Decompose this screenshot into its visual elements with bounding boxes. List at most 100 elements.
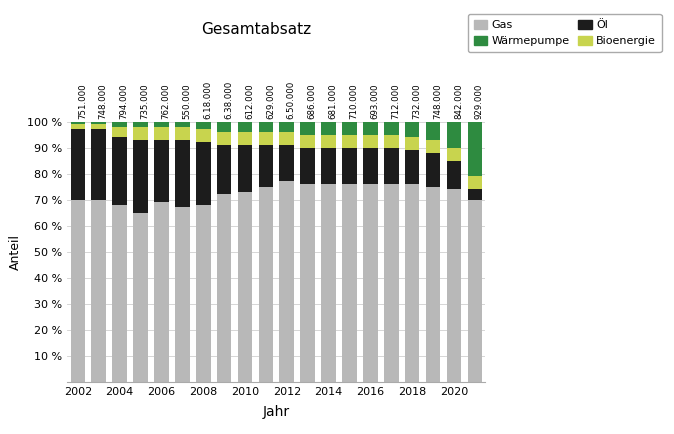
Text: 735.000: 735.000 (140, 83, 150, 119)
Bar (154, 202, 168, 382)
Bar (154, 127, 168, 140)
Legend: Gas, Wärmepumpe, Öl, Bioenergie: Gas, Wärmepumpe, Öl, Bioenergie (468, 14, 662, 52)
Bar (384, 184, 398, 382)
Bar (238, 122, 252, 132)
Bar (133, 140, 148, 213)
Bar (71, 200, 85, 382)
Bar (133, 127, 148, 140)
Bar (217, 122, 231, 132)
Bar (301, 148, 315, 184)
Bar (196, 205, 210, 382)
Bar (175, 127, 189, 140)
Text: 612.000: 612.000 (245, 83, 254, 119)
Bar (71, 122, 85, 124)
Text: 748.000: 748.000 (99, 83, 108, 119)
Text: 748.000: 748.000 (433, 83, 442, 119)
Bar (280, 145, 294, 181)
Bar (405, 184, 419, 382)
Bar (426, 122, 440, 140)
Bar (133, 122, 148, 127)
Bar (259, 187, 273, 382)
Text: 794.000: 794.000 (120, 83, 129, 119)
Bar (113, 137, 127, 205)
Bar (196, 129, 210, 142)
Bar (342, 184, 357, 382)
Bar (342, 135, 357, 148)
Text: 751.000: 751.000 (78, 83, 87, 119)
Bar (238, 132, 252, 145)
Bar (259, 122, 273, 132)
Text: 550.000: 550.000 (182, 83, 191, 119)
Text: 712.000: 712.000 (392, 83, 400, 119)
Bar (384, 122, 398, 135)
Bar (71, 124, 85, 129)
Bar (468, 200, 482, 382)
Bar (426, 187, 440, 382)
Bar (426, 153, 440, 187)
Bar (217, 194, 231, 382)
Bar (468, 189, 482, 200)
Bar (92, 129, 106, 200)
Bar (363, 148, 377, 184)
Bar (238, 192, 252, 382)
Bar (196, 122, 210, 129)
Bar (154, 122, 168, 127)
Bar (175, 207, 189, 382)
Bar (321, 184, 336, 382)
Bar (363, 135, 377, 148)
Text: 842.000: 842.000 (454, 83, 463, 119)
Bar (71, 129, 85, 200)
Bar (113, 127, 127, 137)
Bar (280, 181, 294, 382)
Bar (217, 132, 231, 145)
Bar (175, 122, 189, 127)
Bar (363, 184, 377, 382)
Bar (468, 122, 482, 176)
Bar (447, 161, 461, 189)
Bar (321, 148, 336, 184)
Text: 762.000: 762.000 (162, 83, 171, 119)
Text: Gesamtabsatz: Gesamtabsatz (201, 22, 311, 37)
Text: 629.000: 629.000 (266, 83, 275, 119)
Text: 732.000: 732.000 (412, 83, 421, 119)
Bar (342, 148, 357, 184)
Bar (468, 176, 482, 189)
Bar (238, 145, 252, 192)
X-axis label: Jahr: Jahr (263, 405, 290, 419)
Bar (301, 135, 315, 148)
Bar (447, 189, 461, 382)
Bar (405, 137, 419, 150)
Bar (133, 213, 148, 382)
Bar (196, 142, 210, 205)
Bar (113, 122, 127, 127)
Bar (342, 122, 357, 135)
Bar (92, 122, 106, 124)
Bar (384, 135, 398, 148)
Text: 693.000: 693.000 (371, 83, 379, 119)
Bar (92, 124, 106, 129)
Bar (405, 150, 419, 184)
Bar (363, 122, 377, 135)
Bar (321, 135, 336, 148)
Bar (217, 145, 231, 194)
Bar (301, 122, 315, 135)
Bar (259, 145, 273, 187)
Bar (92, 200, 106, 382)
Y-axis label: Anteil: Anteil (9, 234, 22, 270)
Text: 681.000: 681.000 (329, 83, 338, 119)
Bar (154, 140, 168, 202)
Text: 6.38.000: 6.38.000 (224, 81, 233, 119)
Bar (321, 122, 336, 135)
Text: 710.000: 710.000 (350, 83, 359, 119)
Bar (175, 140, 189, 207)
Bar (301, 184, 315, 382)
Bar (113, 205, 127, 382)
Bar (280, 132, 294, 145)
Bar (426, 140, 440, 153)
Bar (384, 148, 398, 184)
Text: 6.18.000: 6.18.000 (204, 81, 212, 119)
Bar (447, 148, 461, 161)
Text: 6.50.000: 6.50.000 (287, 81, 296, 119)
Bar (280, 122, 294, 132)
Text: 929.000: 929.000 (475, 83, 484, 119)
